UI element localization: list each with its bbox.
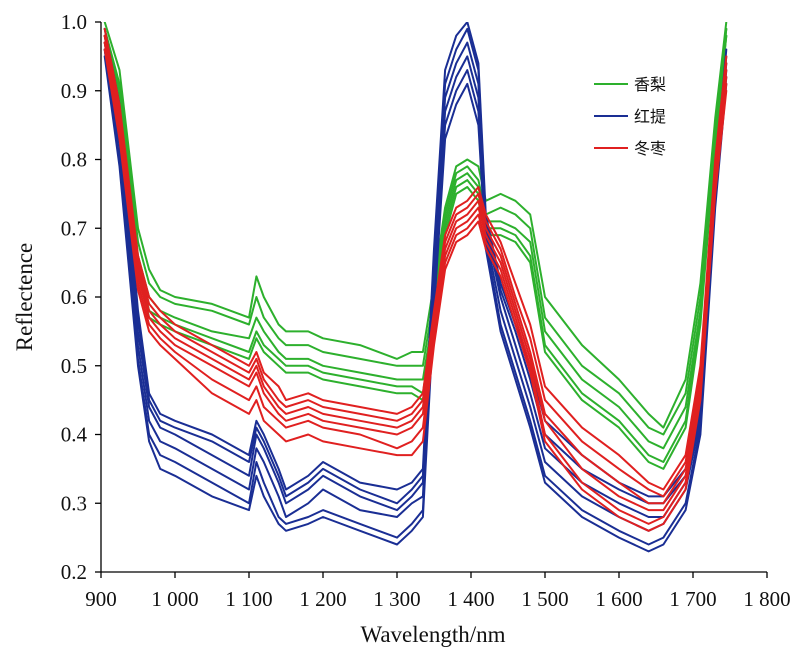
y-tick-label: 1.0: [61, 10, 87, 34]
y-tick-label: 0.8: [61, 148, 87, 172]
series-line-3-3: [103, 34, 728, 505]
y-tick-label: 0.2: [61, 560, 87, 584]
x-tick-label: 1 500: [521, 587, 568, 611]
x-tick-label: 1 800: [743, 587, 790, 611]
y-tick-label: 0.6: [61, 285, 87, 309]
y-tick-label: 0.4: [61, 423, 88, 447]
series-line-3-4: [103, 41, 728, 512]
y-tick-label: 0.3: [61, 491, 87, 515]
x-axis-ticks: 900 1 000 1 100 1 200 1 300 1 400 1 500 1 600 1 …: [85, 572, 791, 611]
legend-label: 香梨: [634, 75, 666, 94]
x-axis-title: Wavelength/nm: [360, 622, 505, 647]
y-tick-label: 0.5: [61, 354, 87, 378]
x-tick-label: 1 700: [669, 587, 716, 611]
x-tick-label: 1 100: [225, 587, 272, 611]
series-line-3-2: [103, 34, 728, 498]
legend-label: 红提: [634, 107, 666, 126]
series-line-1-2: [103, 27, 728, 436]
y-tick-label: 0.9: [61, 79, 87, 103]
series-line-3-1: [103, 27, 728, 491]
plot-area: [103, 22, 728, 553]
y-axis-title: Reflectence: [12, 243, 37, 352]
series-line-3-6: [103, 48, 728, 532]
series-line-2-6: [103, 55, 728, 553]
y-axis-ticks: 0.2 0.3 0.4 0.5 0.6 0.7 0.8 0.9 1.0: [61, 10, 101, 584]
x-tick-label: 1 000: [151, 587, 198, 611]
x-tick-label: 900: [85, 587, 117, 611]
legend-label: 冬枣: [634, 139, 666, 158]
x-tick-label: 1 200: [299, 587, 346, 611]
series-line-1-4: [103, 34, 728, 463]
x-tick-label: 1 600: [595, 587, 642, 611]
x-tick-label: 1 300: [373, 587, 420, 611]
series-line-2-2: [103, 27, 728, 505]
series-line-1-1: [103, 22, 728, 429]
x-tick-label: 1 400: [447, 587, 494, 611]
series-line-3-5: [103, 41, 728, 525]
y-tick-label: 0.7: [61, 216, 87, 240]
